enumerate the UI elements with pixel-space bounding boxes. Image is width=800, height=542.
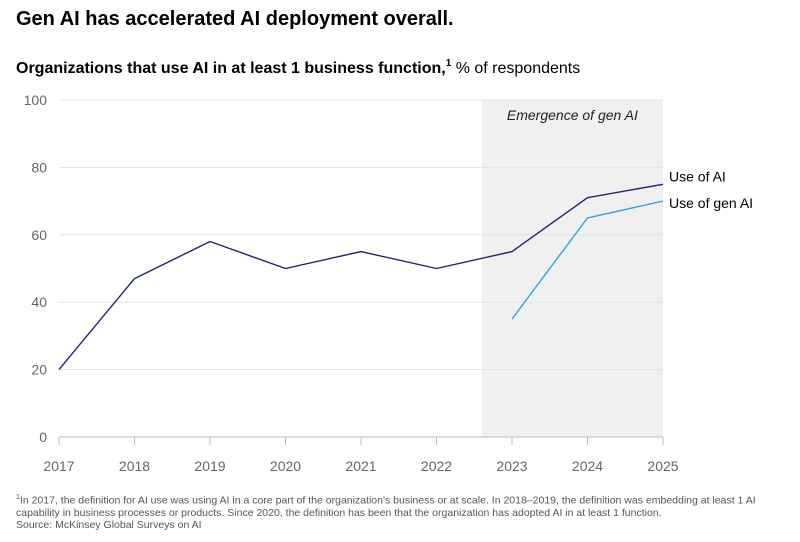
series-line-use-of-ai — [58, 183, 664, 371]
source-text: Source: McKinsey Global Surveys on AI — [16, 518, 202, 531]
shaded-region-gen-ai — [481, 100, 663, 437]
footnote: 1In 2017, the definition for AI use was … — [16, 492, 786, 531]
x-tick-label-2024: 2024 — [572, 458, 603, 474]
line-chart: Emergence of gen AI 0 20 40 60 80 100 2017 2018 2… — [24, 92, 753, 474]
x-tick-label-2019: 2019 — [194, 458, 225, 474]
subtitle-unit-text: % of respondents — [451, 60, 581, 77]
shaded-region-label: Emergence of gen AI — [507, 107, 638, 123]
y-tick-label-80: 80 — [31, 159, 47, 175]
y-tick-label-20: 20 — [31, 362, 47, 378]
chart-subtitle: Organizations that use AI in at least 1 … — [16, 58, 581, 78]
x-tick-label-2023: 2023 — [496, 458, 527, 474]
series-label-use-of-gen-ai: Use of gen AI — [669, 195, 753, 211]
y-tick-label-40: 40 — [31, 294, 47, 310]
x-tick-label-2025: 2025 — [647, 458, 678, 474]
y-tick-label-0: 0 — [39, 429, 47, 445]
y-tick-label-100: 100 — [24, 92, 48, 108]
page-title: Gen AI has accelerated AI deployment ove… — [16, 8, 454, 30]
footnote-number: 1 — [16, 494, 20, 501]
x-tick-label-2022: 2022 — [421, 458, 452, 474]
x-tick-label-2020: 2020 — [270, 458, 301, 474]
y-tick-label-60: 60 — [31, 227, 47, 243]
x-tick-label-2018: 2018 — [119, 458, 150, 474]
x-tick-label-2021: 2021 — [345, 458, 376, 474]
x-tick-label-2017: 2017 — [43, 458, 74, 474]
subtitle-bold-text: Organizations that use AI in at least 1 … — [16, 60, 446, 77]
series-line-use-of-gen-ai — [511, 200, 664, 320]
footnote-text: In 2017, the definition for AI use was u… — [16, 494, 756, 519]
footnote-definition: 1In 2017, the definition for AI use was … — [16, 492, 786, 519]
series-label-use-of-ai: Use of AI — [669, 168, 726, 184]
footnote-marker: 1 — [445, 58, 452, 69]
